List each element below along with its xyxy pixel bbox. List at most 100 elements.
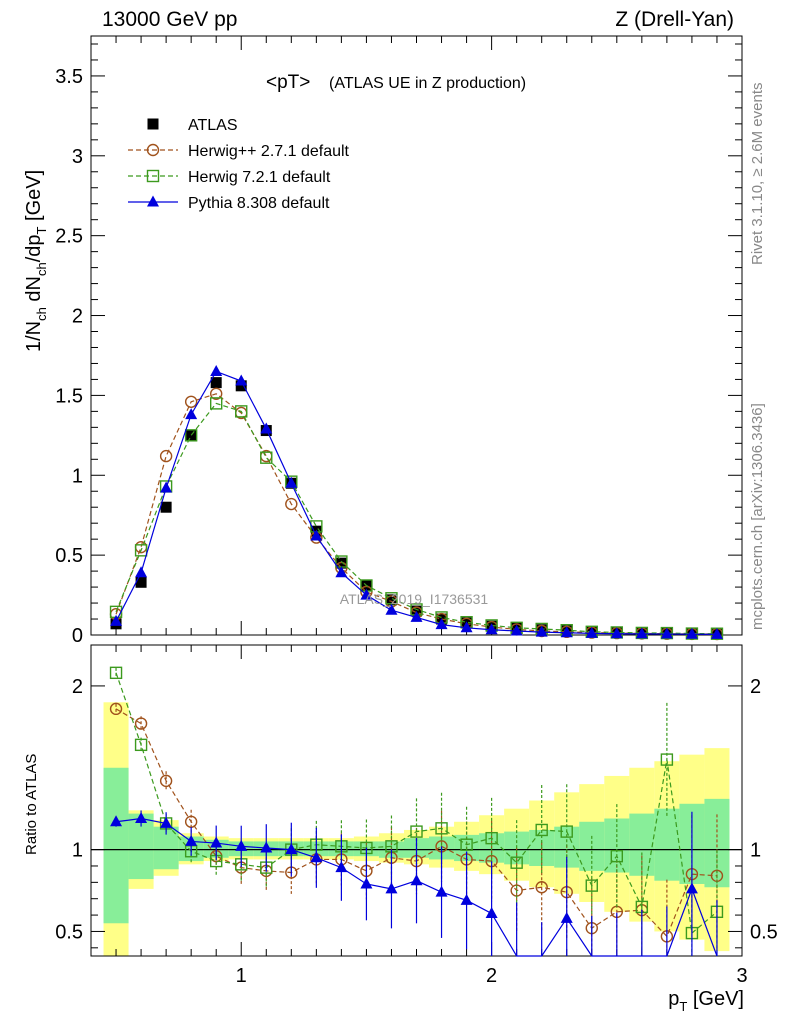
ratio-ytick-label: 2 (72, 676, 83, 698)
atlas-top-point (185, 429, 197, 441)
legend-marker-atlas (147, 118, 159, 130)
pythia-ratio-point (160, 816, 173, 828)
herwig7-ratio-point (435, 822, 448, 835)
herwigpp-top-point (159, 449, 173, 463)
pythia-ratio-point (210, 836, 223, 848)
pythia-ratio-point (485, 906, 498, 918)
top-ytick-label: 2 (72, 306, 83, 328)
herwigpp-top-point (209, 387, 223, 401)
pythia-ratio-point (410, 874, 423, 886)
xtick-label: 3 (736, 965, 747, 987)
top-ytick-label: 1 (72, 465, 83, 487)
pythia-top-point (185, 408, 198, 420)
pythia-top-point (610, 627, 623, 639)
pythia-top-point (235, 374, 248, 386)
pythia-ratio-point (360, 877, 373, 889)
top-ytick-label: 3 (72, 146, 83, 168)
pythia-top-point (110, 614, 123, 626)
legend-marker-herwigpp (146, 143, 160, 157)
pythia-top-point (685, 627, 698, 639)
pythia-top-point (660, 627, 673, 639)
ratio-bands (103, 702, 730, 956)
herwig7-ratio-point (460, 838, 473, 851)
pythia-top-point (585, 626, 598, 638)
pythia-ratio-point (135, 812, 148, 824)
legend-label-pythia: Pythia 8.308 default (188, 195, 330, 212)
herwig7-ratio-point (485, 831, 498, 845)
pythia-top-point (335, 566, 348, 578)
ratio-ytick-label-right: 2 (750, 676, 761, 698)
pythia-top-point (560, 626, 573, 638)
atlas-top-point (235, 380, 247, 392)
herwigpp-top-point (285, 497, 298, 511)
header-left: 13000 GeV pp (102, 8, 237, 31)
pythia-top-point (360, 588, 373, 600)
pythia-top-point (285, 476, 298, 488)
pythia-ratio-point (460, 893, 473, 905)
top-y-axis-label: 1/Nch dNch/dpT [GeV] (23, 170, 49, 352)
pythia-top-point (460, 621, 473, 633)
ratio-series (109, 666, 724, 957)
herwig7-top-point (260, 451, 273, 464)
pythia-top-point (510, 624, 523, 636)
herwig7-ratio-point (610, 849, 624, 863)
ratio-ytick-label: 0.5 (55, 921, 83, 943)
ratio-band-green (103, 767, 129, 924)
pythia-ratio-point (685, 882, 698, 894)
herwig7-ratio-point (585, 879, 598, 892)
legend-marker-herwig7 (146, 169, 160, 183)
herwigpp-ratio-point (535, 881, 548, 894)
ratio-ytick-label-right: 1 (750, 840, 761, 862)
pythia-top-point (435, 618, 448, 630)
atlas-top-point (335, 557, 347, 569)
pythia-top-point (535, 625, 548, 637)
legend-label-atlas: ATLAS (188, 117, 238, 134)
herwigpp-ratio-point (134, 717, 148, 730)
tick-labels: 0 0.5 1 1.5 2 2.5 3 3.5 0.5 0.5 1 1 2 2 1 2 3 (55, 66, 778, 987)
herwigpp-top-line (115, 393, 717, 635)
pythia-ratio-point (385, 882, 398, 894)
pythia-ratio-point (110, 815, 123, 827)
top-series (109, 364, 724, 641)
pythia-top-point (160, 481, 173, 493)
ratio-y-axis-label: Ratio to ATLAS (23, 754, 40, 855)
x-axis-label: pT [GeV] (668, 988, 744, 1014)
pythia-top-point (710, 627, 723, 639)
pythia-ratio-point (285, 843, 298, 855)
header-right: Z (Drell-Yan) (615, 8, 734, 31)
legend: ATLAS Herwig++ 2.7.1 default Herwig 7.2.1 … (128, 117, 350, 212)
top-ytick-label: 2.5 (55, 226, 83, 248)
top-ytick-label: 0.5 (55, 545, 83, 567)
herwigpp-ratio-point (109, 702, 123, 716)
axes-frames (90, 35, 743, 957)
pythia-ratio-point (335, 861, 348, 873)
herwig7-ratio-point (535, 823, 548, 837)
ratio-ytick-label: 1 (72, 840, 83, 862)
legend-label-herwig7: Herwig 7.2.1 default (188, 169, 331, 186)
ratio-band-green (704, 798, 730, 888)
pythia-top-point (485, 623, 498, 635)
atlas-top-point (160, 501, 172, 513)
watermark: ATLAS_2019_I1736531 (340, 591, 489, 607)
atlas-top-point (385, 594, 397, 606)
mcplots-label: mcplots.cern.ch [arXiv:1306.3436] (749, 403, 766, 630)
pythia-top-point (210, 364, 223, 376)
pythia-top-point (385, 603, 398, 615)
pythia-ratio-point (435, 885, 448, 897)
pythia-ratio-point (560, 911, 573, 923)
herwigpp-ratio-point (159, 774, 173, 788)
pythia-ratio-point (260, 841, 273, 853)
herwig7-ratio-point (134, 738, 148, 752)
plot-title-sub: (ATLAS UE in Z production) (329, 75, 526, 92)
herwig7-ratio-point (109, 666, 123, 680)
legend-marker-pythia (147, 195, 159, 207)
top-ytick-label: 3.5 (55, 66, 83, 88)
pythia-top-point (310, 529, 323, 541)
legend-label-herwigpp: Herwig++ 2.7.1 default (188, 143, 350, 160)
herwig7-top-line (115, 402, 717, 635)
xtick-label: 1 (236, 965, 247, 987)
pythia-ratio-point (185, 834, 198, 846)
top-ytick-label: 1.5 (55, 385, 83, 407)
pythia-ratio-point (235, 839, 248, 851)
